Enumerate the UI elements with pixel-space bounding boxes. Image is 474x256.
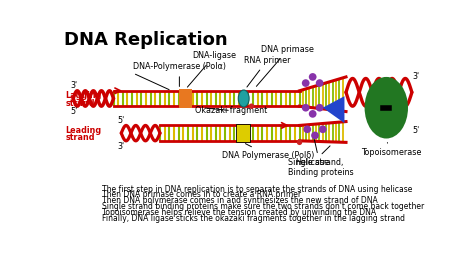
Circle shape	[302, 104, 310, 112]
Circle shape	[311, 132, 319, 139]
Text: DNA Replication: DNA Replication	[64, 31, 228, 49]
Text: Okazaki fragment: Okazaki fragment	[195, 106, 267, 115]
Text: 3': 3'	[413, 72, 420, 81]
Circle shape	[319, 125, 327, 133]
Circle shape	[249, 103, 254, 109]
Text: DNA Polymerase (Polδ): DNA Polymerase (Polδ)	[222, 144, 314, 160]
Text: Then DNA primase comes in to create a RNA primer: Then DNA primase comes in to create a RN…	[102, 190, 301, 199]
Text: Single strand binding proteins make sure the two strands don't come back togethe: Single strand binding proteins make sure…	[102, 202, 424, 211]
Text: DNA primase: DNA primase	[256, 45, 314, 86]
Text: Topoisomerase helps relieve the tension created by unwinding the DNA: Topoisomerase helps relieve the tension …	[102, 208, 376, 217]
Text: RNA primer: RNA primer	[244, 56, 290, 87]
Circle shape	[297, 140, 302, 145]
Text: The first step in DNA replication is to separate the strands of DNA using helica: The first step in DNA replication is to …	[102, 185, 412, 194]
Text: Topoisomerase: Topoisomerase	[362, 143, 422, 157]
Polygon shape	[323, 96, 345, 123]
FancyBboxPatch shape	[236, 124, 250, 142]
Ellipse shape	[365, 77, 408, 138]
Text: Lagging: Lagging	[65, 91, 102, 100]
Text: Single strand,
Binding proteins: Single strand, Binding proteins	[288, 138, 354, 177]
Text: 5': 5'	[70, 107, 77, 116]
Text: DNA-ligase: DNA-ligase	[187, 51, 236, 87]
FancyBboxPatch shape	[179, 89, 192, 108]
Text: 5': 5'	[118, 116, 125, 125]
Text: DNA-Polymerase (Polα): DNA-Polymerase (Polα)	[133, 62, 226, 87]
Circle shape	[309, 73, 317, 81]
Circle shape	[316, 104, 324, 112]
Text: Helicase: Helicase	[296, 146, 330, 167]
Text: Finally, DNA ligase sticks the okazaki fragments together in the lagging strand: Finally, DNA ligase sticks the okazaki f…	[102, 214, 405, 223]
Text: 5': 5'	[413, 126, 420, 135]
Text: Leading: Leading	[65, 125, 101, 135]
Text: 3': 3'	[118, 142, 125, 151]
Text: strand: strand	[65, 133, 95, 142]
Text: 3': 3'	[70, 81, 77, 90]
Circle shape	[302, 79, 310, 87]
Circle shape	[316, 79, 324, 87]
Ellipse shape	[238, 90, 249, 107]
Circle shape	[309, 110, 317, 118]
Text: Then DNA polymerase comes in and synthesizes the new strand of DNA: Then DNA polymerase comes in and synthes…	[102, 196, 378, 205]
Circle shape	[303, 125, 311, 133]
Text: strand: strand	[65, 99, 95, 108]
